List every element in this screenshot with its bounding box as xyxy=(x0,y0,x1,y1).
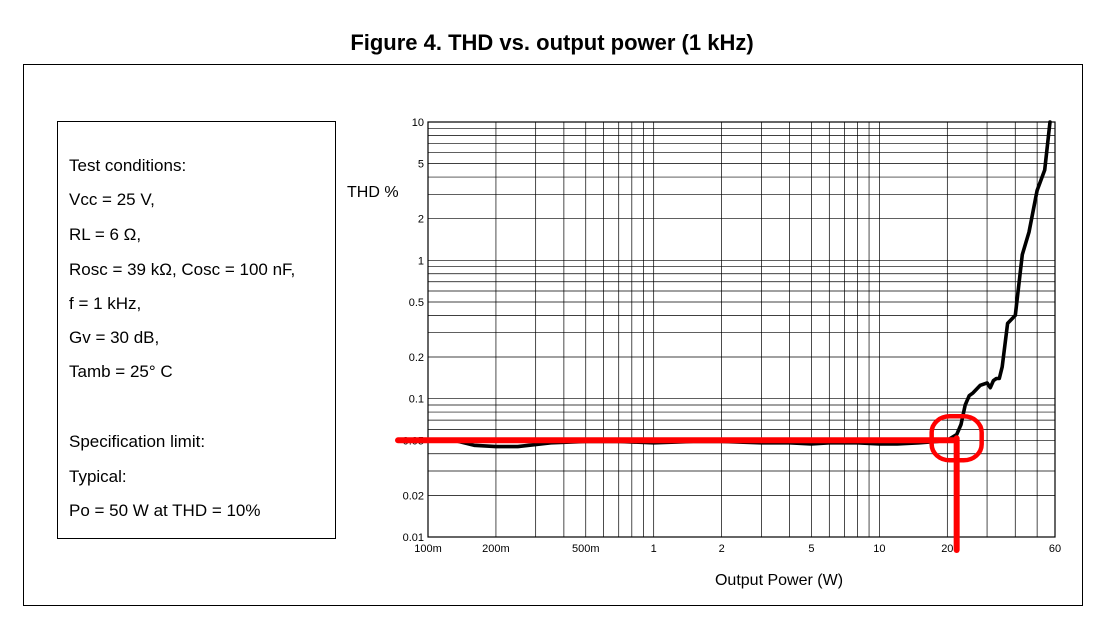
spec-limit-heading: Specification limit: xyxy=(69,432,206,451)
condition-gain: Gv = 30 dB, xyxy=(69,328,160,347)
y-tick-label: 5 xyxy=(418,159,424,171)
series-layer xyxy=(426,120,1052,449)
x-tick-label: 200m xyxy=(482,543,510,555)
red-circle-marker xyxy=(929,414,984,463)
spec-po-value: Po = 50 W at THD = 10% xyxy=(69,501,261,520)
y-tick-label: 0.01 xyxy=(403,532,424,544)
x-tick-label: 60 xyxy=(1049,543,1061,555)
condition-rosc-cosc: Rosc = 39 kΩ, Cosc = 100 nF, xyxy=(69,260,296,279)
conditions-heading: Test conditions: xyxy=(69,156,187,175)
x-tick-label: 2 xyxy=(719,543,725,555)
grid xyxy=(427,121,1056,538)
x-tick-label: 10 xyxy=(873,543,885,555)
x-tick-label: 1 xyxy=(651,543,657,555)
x-tick-label: 20 xyxy=(941,543,953,555)
x-tick-label: 5 xyxy=(808,543,814,555)
thd-curve xyxy=(426,120,1052,449)
y-tick-label: 10 xyxy=(412,117,424,129)
tick-labels: 100m200m500m1251020600.010.020.050.10.20… xyxy=(403,117,1062,555)
x-tick-label: 500m xyxy=(572,543,600,555)
condition-tamb: Tamb = 25° C xyxy=(69,362,173,381)
plot-frame xyxy=(427,121,1056,538)
condition-vcc: Vcc = 25 V, xyxy=(69,190,155,209)
y-tick-label: 0.02 xyxy=(403,490,424,502)
plot-area-border xyxy=(427,121,1056,538)
y-tick-label: 0.1 xyxy=(409,394,424,406)
y-tick-label: 2 xyxy=(418,214,424,226)
y-tick-label: 0.5 xyxy=(409,297,424,309)
y-tick-label: 1 xyxy=(418,255,424,267)
condition-frequency: f = 1 kHz, xyxy=(69,294,142,313)
x-axis-title: Output Power (W) xyxy=(715,572,843,589)
figure-title: Figure 4. THD vs. output power (1 kHz) xyxy=(350,30,754,55)
red-annotation xyxy=(395,414,984,553)
figure-frame xyxy=(23,64,1083,606)
x-tick-label: 100m xyxy=(414,543,442,555)
spec-typical-label: Typical: xyxy=(69,467,127,486)
y-tick-label: 0.2 xyxy=(409,352,424,364)
y-axis-title: THD % xyxy=(347,184,399,201)
condition-rl: RL = 6 Ω, xyxy=(69,225,142,244)
test-conditions-box: Test conditions: Vcc = 25 V, RL = 6 Ω, R… xyxy=(57,121,336,539)
